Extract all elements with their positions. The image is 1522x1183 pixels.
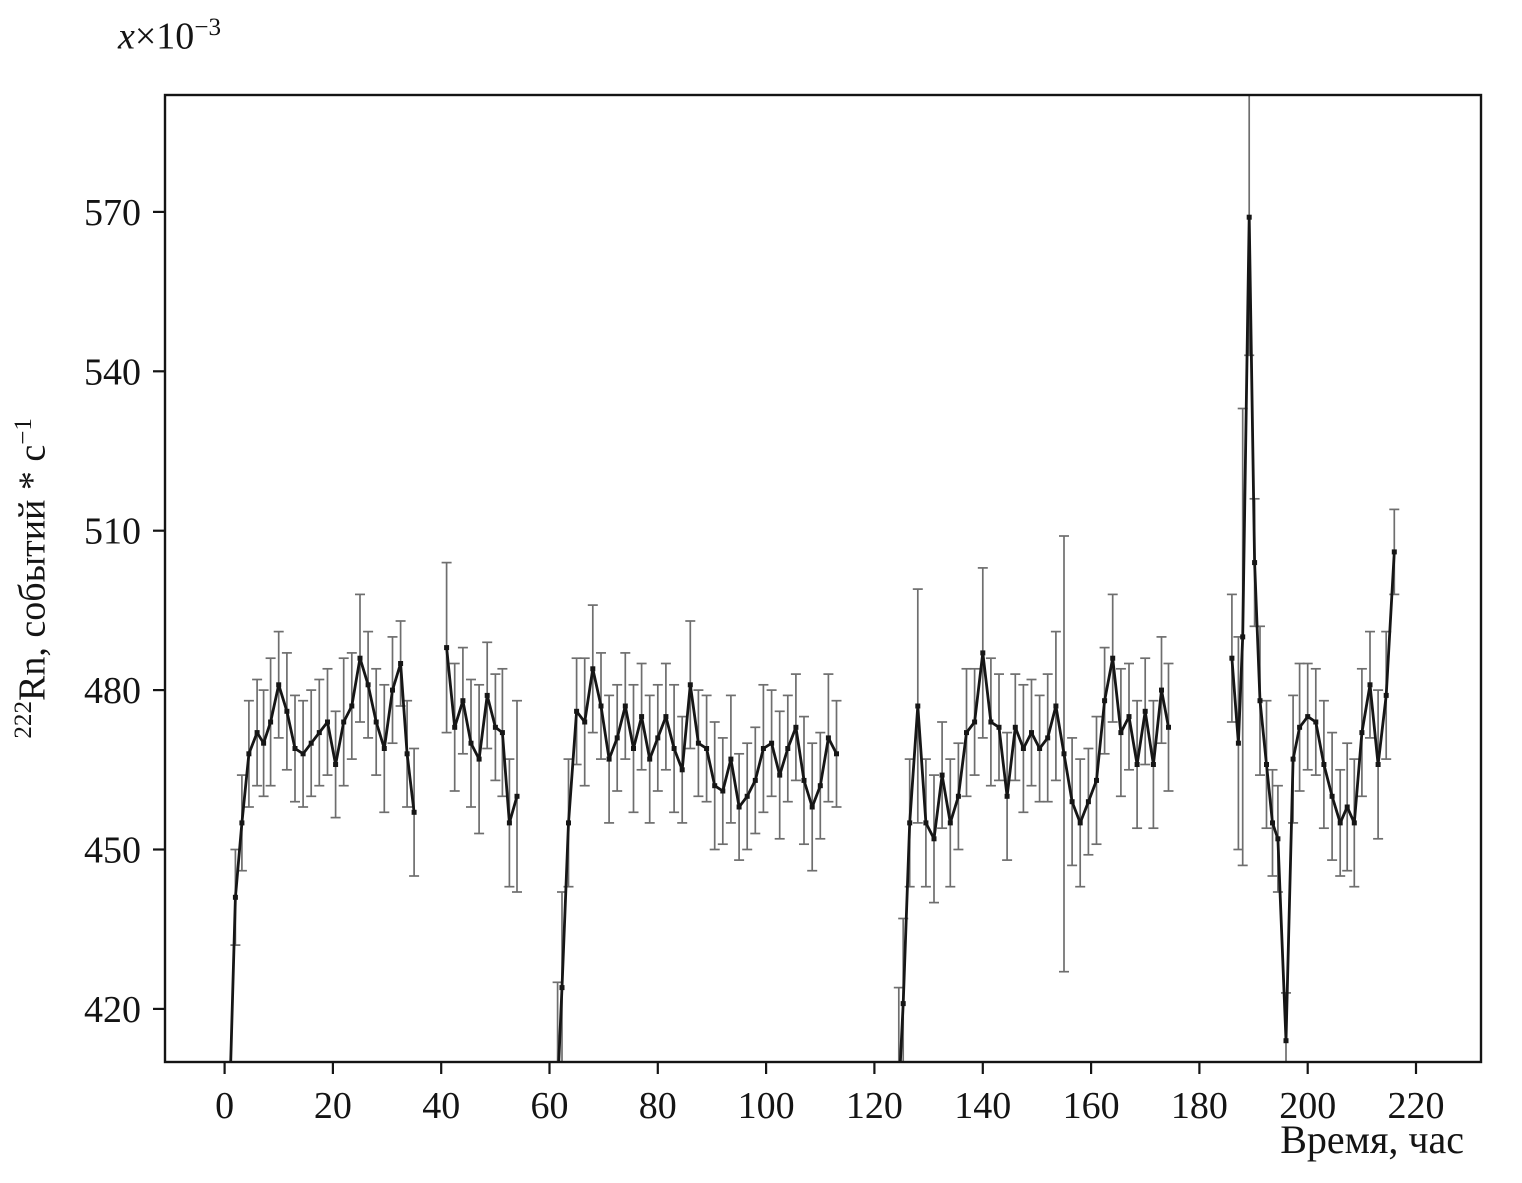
svg-text:420: 420 [84, 989, 141, 1031]
svg-text:480: 480 [84, 670, 141, 712]
svg-text:160: 160 [1063, 1085, 1120, 1127]
y-axis-title: 222Rn, событий * с−1 [10, 418, 55, 739]
axis-scale-label: x×10−3 [118, 14, 221, 59]
svg-text:40: 40 [422, 1085, 460, 1127]
svg-text:540: 540 [84, 351, 141, 393]
y-axis-title-wrap: 222Rn, событий * с−1 [4, 95, 60, 1062]
scale-multiplier: ×10 [134, 15, 195, 58]
svg-text:0: 0 [215, 1085, 234, 1127]
svg-text:220: 220 [1388, 1085, 1445, 1127]
svg-text:20: 20 [314, 1085, 352, 1127]
svg-text:200: 200 [1279, 1085, 1336, 1127]
svg-text:140: 140 [954, 1085, 1011, 1127]
isotope-superscript: 222 [9, 701, 37, 739]
x-axis-title: Время, час [1280, 1117, 1464, 1162]
svg-text:450: 450 [84, 830, 141, 872]
y-axis-exponent: −1 [9, 418, 37, 445]
svg-text:570: 570 [84, 192, 141, 234]
svg-text:510: 510 [84, 511, 141, 553]
svg-text:120: 120 [846, 1085, 903, 1127]
y-axis-title-text: Rn, событий * с [11, 444, 54, 702]
svg-text:100: 100 [738, 1085, 795, 1127]
scale-variable: x [118, 15, 135, 58]
svg-text:180: 180 [1171, 1085, 1228, 1127]
svg-text:60: 60 [531, 1085, 569, 1127]
svg-text:80: 80 [639, 1085, 677, 1127]
scale-exponent: −3 [194, 14, 221, 41]
